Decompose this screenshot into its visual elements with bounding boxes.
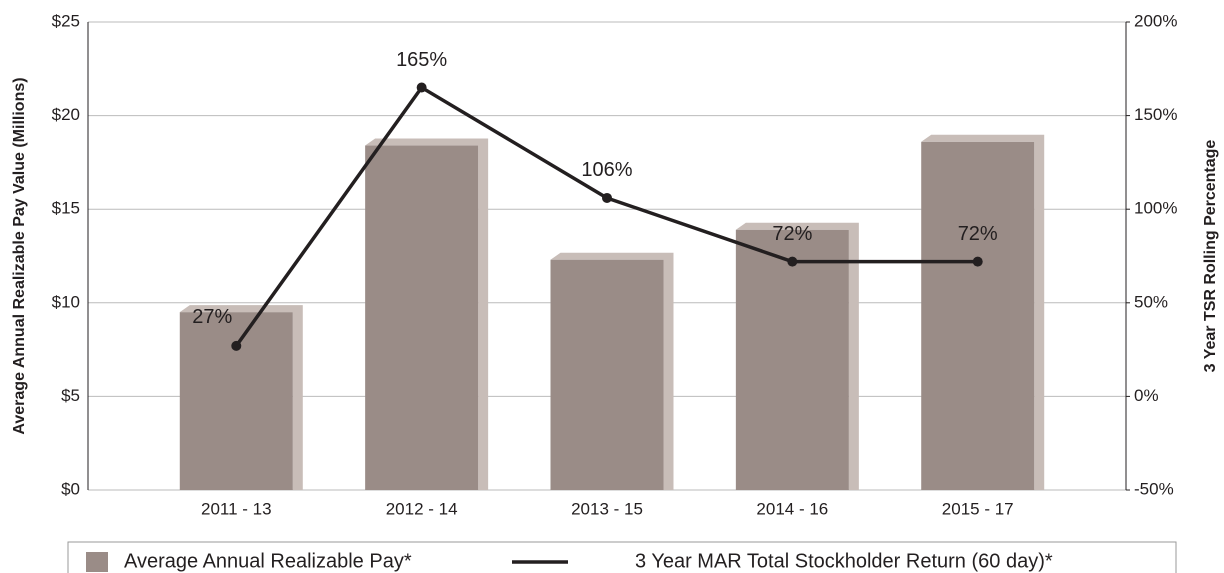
y-tick-label: $0 bbox=[61, 479, 80, 498]
x-tick-label: 2012 - 14 bbox=[386, 499, 458, 518]
y2-tick-label: 150% bbox=[1134, 105, 1177, 124]
y2-tick-label: 100% bbox=[1134, 199, 1177, 218]
data-label: 27% bbox=[192, 306, 232, 328]
y2-tick-label: 200% bbox=[1134, 11, 1177, 30]
bar bbox=[179, 312, 293, 490]
line-point bbox=[602, 192, 612, 203]
line-point bbox=[231, 340, 242, 351]
y-tick-label: $5 bbox=[61, 386, 80, 405]
y2-tick-label: -50% bbox=[1134, 479, 1174, 498]
line-point bbox=[416, 82, 427, 93]
legend-swatch bbox=[86, 552, 108, 572]
line-point bbox=[787, 256, 798, 267]
line-point bbox=[972, 256, 983, 267]
y2-axis-title: 3 Year TSR Rolling Percentage bbox=[1202, 140, 1219, 373]
legend-label: 3 Year MAR Total Stockholder Return (60 … bbox=[635, 550, 1053, 572]
data-label: 72% bbox=[772, 223, 812, 245]
x-tick-label: 2011 - 13 bbox=[201, 499, 272, 518]
data-label: 72% bbox=[958, 223, 998, 245]
x-tick-label: 2015 - 17 bbox=[942, 499, 1014, 518]
y-tick-label: $10 bbox=[52, 292, 80, 311]
legend-box bbox=[67, 541, 1177, 573]
y-tick-label: $25 bbox=[52, 11, 80, 30]
bar bbox=[365, 145, 479, 490]
legend-label: Average Annual Realizable Pay* bbox=[124, 550, 412, 572]
y-tick-label: $15 bbox=[52, 199, 80, 218]
data-label: 106% bbox=[581, 159, 632, 181]
y2-tick-label: 50% bbox=[1134, 292, 1168, 311]
y-tick-label: $20 bbox=[52, 105, 80, 124]
y-axis-title: Average Annual Realizable Pay Value (Mil… bbox=[11, 77, 28, 434]
x-tick-label: 2013 - 15 bbox=[571, 499, 643, 518]
data-label: 165% bbox=[396, 49, 447, 71]
bar bbox=[735, 229, 849, 491]
x-tick-label: 2014 - 16 bbox=[756, 499, 828, 518]
y2-tick-label: 0% bbox=[1134, 386, 1159, 405]
bar bbox=[550, 259, 664, 490]
bar bbox=[921, 141, 1035, 491]
